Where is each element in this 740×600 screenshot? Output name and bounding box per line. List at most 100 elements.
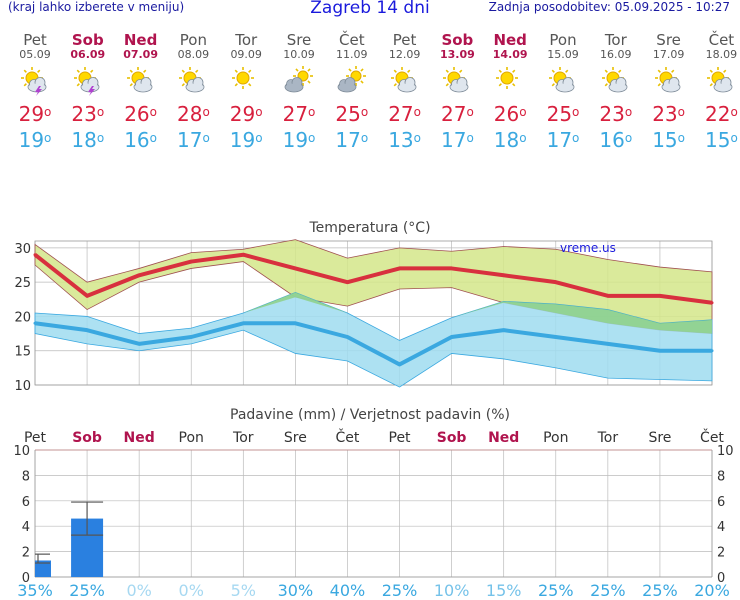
precip-probability: 10% [434, 581, 470, 600]
page-title: Zagreb 14 dni [310, 0, 430, 18]
day-name: Pet [392, 31, 417, 49]
temp-max-value: 27 [388, 102, 414, 126]
max-temp-line-point [241, 253, 245, 257]
day-label: Sob [72, 430, 102, 446]
day-date: 08.09 [177, 48, 210, 61]
temp-min: 13o [388, 128, 421, 152]
day-name: Tor [604, 31, 627, 49]
y-tick-label-left: 4 [22, 520, 30, 535]
min-temp-line-point [554, 335, 558, 339]
temp-max-value: 26 [493, 102, 520, 126]
min-temp-line-point [606, 342, 610, 346]
day-name: Pet [23, 31, 47, 49]
temp-max-value: 23 [71, 102, 97, 126]
day-date: 16.09 [600, 48, 632, 61]
y-tick-label-right: 4 [717, 520, 725, 535]
sun-cloud-icon [179, 67, 205, 93]
y-tick-label-right: 8 [717, 469, 725, 484]
temp-max: 27o [282, 102, 316, 126]
day-date: 12.09 [388, 48, 421, 61]
sun-storm-icon [73, 67, 100, 96]
forecast-day: Čet 11.09 25o 17o [326, 32, 378, 154]
temp-min-value: 18 [71, 128, 97, 152]
forecast-day: Ned 07.09 26o 16o [115, 32, 167, 154]
day-label: Pon [543, 430, 568, 446]
precip-probability: 25% [590, 581, 626, 600]
temp-min: 18o [71, 128, 105, 152]
sun-storm-icon [21, 67, 47, 96]
day-name: Ned [123, 31, 158, 49]
min-temp-line-point [345, 335, 349, 339]
sun-cloud-icon [126, 67, 152, 93]
y-tick-label: 20 [14, 310, 31, 325]
forecast-day: Pet 12.09 27o 13o [379, 32, 431, 154]
sun-cloud-icon [654, 67, 680, 93]
temp-max-value: 28 [176, 102, 203, 126]
y-tick-label-left: 2 [22, 546, 30, 561]
min-temp-line-point [502, 328, 506, 332]
temp-min-value: 17 [335, 128, 361, 152]
y-tick-label: 25 [14, 276, 31, 291]
forecast-day: Sre 17.09 23o 15o [643, 32, 695, 154]
temp-max: 23o [652, 102, 685, 126]
max-temp-line-point [293, 266, 297, 270]
temp-max-value: 25 [335, 102, 361, 126]
max-temp-line-point [658, 294, 662, 298]
forecast-day: Sob 06.09 23o 18o [62, 32, 114, 154]
precip-probability: 35% [17, 581, 53, 600]
max-temp-line-point [398, 266, 402, 270]
precip-probability: 30% [278, 581, 314, 600]
precip-probability: 25% [382, 581, 418, 600]
temp-max: 26o [124, 102, 157, 126]
temp-min: 17o [440, 128, 474, 152]
day-date: 09.09 [230, 48, 262, 61]
day-name: Pon [549, 31, 577, 49]
day-name: Pon [179, 31, 207, 49]
day-name: Sre [286, 31, 312, 49]
min-temp-line-point [137, 342, 141, 346]
day-date: 06.09 [70, 48, 106, 61]
temp-min-value: 17 [176, 128, 203, 152]
y-tick-label-left: 8 [22, 469, 30, 484]
sun-cloud-icon [443, 67, 469, 93]
temp-min-value: 18 [493, 128, 520, 152]
temp-min: 15o [704, 128, 738, 152]
min-temp-line-point [241, 321, 245, 325]
precip-probability: 5% [231, 581, 256, 600]
day-date: 14.09 [492, 48, 528, 61]
temp-min: 17o [546, 128, 580, 152]
temp-max: 23o [599, 102, 633, 126]
day-name: Sre [656, 31, 681, 49]
day-name: Tor [235, 31, 258, 49]
temp-max-value: 27 [440, 102, 467, 126]
day-label: Pon [179, 430, 204, 446]
max-temp-line-point [502, 273, 506, 277]
temp-min-value: 17 [440, 128, 467, 152]
precip-bar [35, 560, 51, 577]
day-label: Pet [389, 430, 412, 446]
watermark: vreme.us [560, 241, 616, 255]
day-label: Pet [24, 430, 47, 446]
max-temp-line-point [189, 260, 193, 264]
min-temp-line-point [85, 328, 89, 332]
precip-probability: 25% [538, 581, 574, 600]
sun-cloud-icon [549, 67, 575, 93]
temp-max: 26o [493, 102, 527, 126]
min-temp-line [34, 321, 712, 367]
y-tick-label-left: 6 [22, 495, 30, 510]
day-date: 15.09 [547, 48, 579, 61]
top-note[interactable]: (kraj lahko izberete v meniju) [8, 0, 185, 14]
y-tick-label: 15 [14, 345, 31, 360]
day-date: 13.09 [439, 48, 475, 61]
max-temp-line-point [345, 280, 349, 284]
min-temp-line-point [658, 349, 662, 353]
temp-max-value: 29 [18, 102, 45, 126]
temp-max-value: 25 [546, 102, 573, 126]
day-label: Tor [597, 430, 619, 446]
temp-min-value: 15 [652, 128, 678, 152]
temp-min-value: 13 [388, 128, 414, 152]
temp-min: 19o [229, 128, 263, 152]
day-label: Sre [648, 430, 671, 446]
temp-min: 16o [599, 128, 633, 152]
precip-probability: 40% [330, 581, 366, 600]
